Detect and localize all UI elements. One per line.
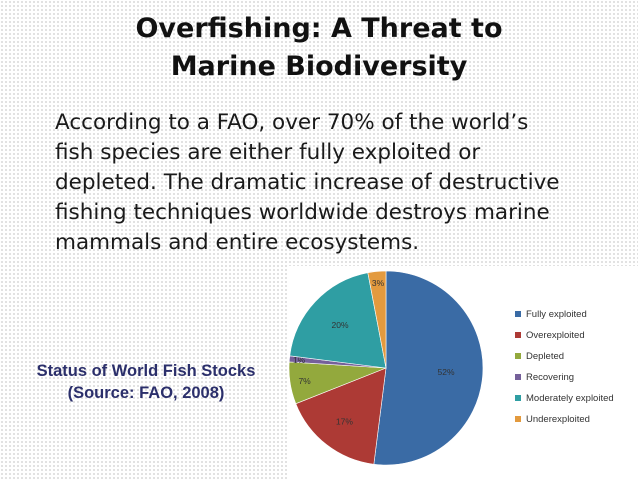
legend-swatch-fully-exploited — [515, 311, 521, 317]
pie-label-moderately-exploited: 20% — [331, 320, 348, 330]
slide-title-line-2: Marine Biodiversity — [170, 51, 468, 82]
pie-slice-fully-exploited — [373, 270, 484, 466]
pie-chart: 52% 17% 7% 1% 20% 3% Fully exploited Overexploi… — [289, 270, 614, 466]
pie-chart-panel: 52% 17% 7% 1% 20% 3% Fully exploited Overexploi… — [289, 266, 638, 479]
legend-swatch-recovering — [515, 374, 521, 380]
legend-swatch-depleted — [515, 353, 521, 359]
legend-swatch-overexploited — [515, 332, 521, 338]
slide-title-line-1: Overfishing: A Threat to — [135, 13, 503, 44]
body-paragraph: According to a FAO, over 70% of the worl… — [55, 108, 625, 258]
slide-title: Overfishing: A Threat to Marine Biodiver… — [0, 10, 638, 86]
pie-slice-moderately-exploited — [289, 272, 387, 369]
body-line-4: fishing techniques worldwide destroys ma… — [55, 200, 550, 225]
body-line-3: depleted. The dramatic increase of destr… — [55, 170, 560, 195]
legend-label-moderately-exploited: Moderately exploited — [526, 393, 614, 404]
legend-label-fully-exploited: Fully exploited — [526, 309, 587, 320]
body-line-1: According to a FAO, over 70% of the worl… — [55, 110, 529, 135]
legend-label-depleted: Depleted — [526, 351, 564, 362]
chart-caption-line-2: (Source: FAO, 2008) — [67, 384, 225, 402]
body-line-5: mammals and entire ecosystems. — [55, 230, 420, 255]
chart-caption: Status of World Fish Stocks (Source: FAO… — [0, 360, 292, 404]
legend-label-recovering: Recovering — [526, 372, 574, 383]
chart-caption-line-1: Status of World Fish Stocks — [36, 362, 256, 380]
pie-slice-underexploited — [367, 270, 387, 369]
legend-label-overexploited: Overexploited — [526, 330, 585, 341]
body-line-2: fish species are either fully exploited … — [55, 140, 481, 165]
legend-swatch-underexploited — [515, 416, 521, 422]
pie-slice-overexploited — [295, 367, 387, 465]
legend-label-underexploited: Underexploited — [526, 414, 590, 425]
pie-label-underexploited: 3% — [372, 278, 385, 288]
pie-label-overexploited: 17% — [336, 417, 353, 427]
pie-label-fully-exploited: 52% — [437, 367, 454, 377]
pie-label-depleted: 7% — [298, 376, 311, 386]
legend-swatch-moderately-exploited — [515, 395, 521, 401]
pie-label-recovering: 1% — [293, 355, 306, 365]
